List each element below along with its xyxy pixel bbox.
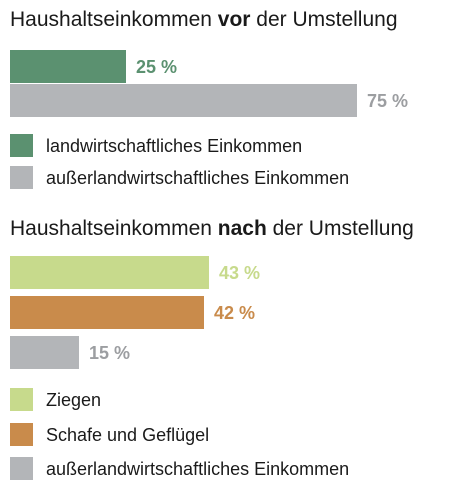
bar-landwirtschaftliches-einkommen <box>10 50 126 83</box>
bar-ausserlandwirtschaftliches-einkommen-vor <box>10 84 357 117</box>
chart-2-title-prefix: Haushaltseinkommen <box>10 217 218 240</box>
value-label-landwirtschaftliches-einkommen: 25 % <box>136 57 178 77</box>
chart-2-title-bold: nach <box>217 217 267 240</box>
chart-2-title: Haushaltseinkommen nach der Umstellung <box>10 217 414 241</box>
value-label-ziegen: 43 % <box>219 263 261 283</box>
value-label-ausserlandwirtschaftliches-einkommen-vor: 75 % <box>367 91 409 111</box>
bar-schafe-und-gefluegel <box>10 296 204 329</box>
chart-2-title-suffix: der Umstellung <box>266 217 414 240</box>
chart-1-title-bold: vor <box>217 8 251 31</box>
legend-swatch-ausserlandwirtschaftliches-einkommen-nach <box>10 457 33 480</box>
legend-label-ausserlandwirtschaftliches-einkommen-nach: außerlandwirtschaftliches Einkommen <box>46 459 350 479</box>
legend-label-ziegen: Ziegen <box>46 390 102 410</box>
legend-swatch-schafe-und-gefluegel <box>10 423 33 446</box>
value-label-schafe-und-gefluegel: 42 % <box>214 303 256 323</box>
legend-label-schafe-und-gefluegel: Schafe und Geflügel <box>46 425 210 445</box>
legend-label-landwirtschaftliches-einkommen: landwirtschaftliches Einkommen <box>46 136 303 156</box>
bar-ziegen <box>10 256 209 289</box>
chart-1-title: Haushaltseinkommen vor der Umstellung <box>10 8 398 32</box>
legend-label-ausserlandwirtschaftliches-einkommen-vor: außerlandwirtschaftliches Einkommen <box>46 168 350 188</box>
value-label-ausserlandwirtschaftliches-einkommen-nach: 15 % <box>89 343 131 363</box>
legend-swatch-ziegen <box>10 388 33 411</box>
bar-ausserlandwirtschaftliches-einkommen-nach <box>10 336 79 369</box>
chart-1-title-suffix: der Umstellung <box>250 8 398 31</box>
legend-swatch-ausserlandwirtschaftliches-einkommen-vor <box>10 166 33 189</box>
chart-1-title-prefix: Haushaltseinkommen <box>10 8 218 31</box>
legend-swatch-landwirtschaftliches-einkommen <box>10 134 33 157</box>
